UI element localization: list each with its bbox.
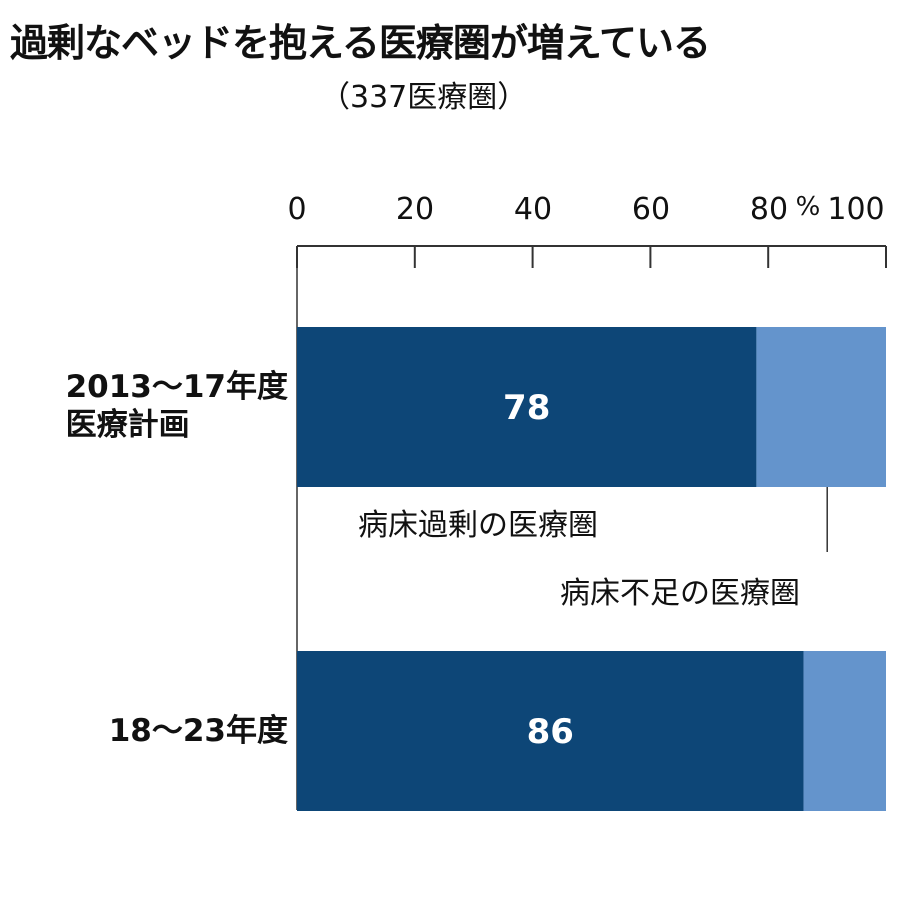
x-tick-label: 80: [749, 192, 789, 227]
data-label: 86: [527, 712, 574, 752]
bar-segment-surplus: [297, 651, 804, 811]
bar-segment-shortage: [756, 327, 886, 487]
category-sublabel: 医療計画: [65, 407, 190, 443]
category-label-main: 2013～17年度: [65, 369, 288, 405]
category-label: 18～23年度: [108, 713, 288, 749]
x-tick-label: 40: [513, 192, 553, 227]
x-tick-label: 100: [827, 192, 885, 227]
x-tick-label: 60: [631, 192, 671, 227]
x-unit-label: %: [795, 192, 821, 222]
chart-subtitle: （337医療圏）: [320, 80, 528, 115]
x-tick-label: 20: [395, 192, 435, 227]
chart-title: 過剰なベッドを抱える医療圏が増えている: [10, 21, 711, 65]
legend-annotation-shortage: 病床不足の医療圏: [560, 576, 800, 611]
bar-segment-shortage: [803, 651, 886, 811]
legend-annotation-surplus: 病床過剰の医療圏: [358, 508, 598, 543]
bar-segment-surplus: [297, 327, 757, 487]
data-label: 78: [503, 388, 550, 428]
x-tick-label: 0: [287, 192, 307, 227]
category-label: 2013～17年度 医療計画: [66, 368, 288, 444]
